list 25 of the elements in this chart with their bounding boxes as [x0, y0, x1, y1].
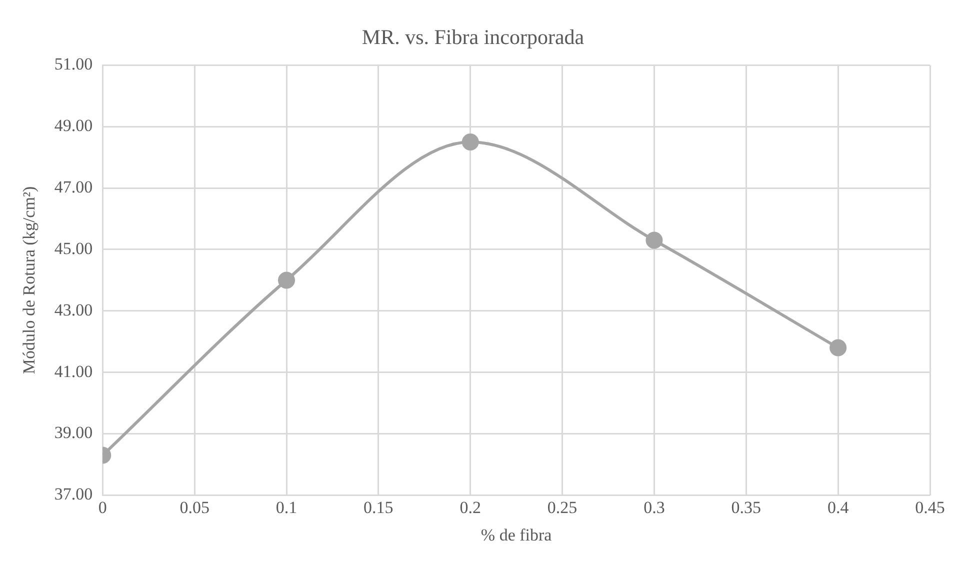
y-tick-label: 41.00	[54, 362, 93, 381]
chart-title: MR. vs. Fibra incorporada	[362, 25, 585, 50]
x-tick-label: 0	[98, 498, 107, 517]
point	[278, 272, 296, 289]
x-tick-label: 0.1	[276, 498, 298, 517]
x-tick-label: 0.35	[731, 498, 762, 517]
point	[830, 339, 847, 356]
x-tick-label: 0.15	[364, 498, 394, 517]
y-tick-label: 39.00	[54, 423, 93, 442]
x-tick-label: 0.4	[827, 498, 850, 517]
y-tick-label: 43.00	[54, 300, 93, 320]
y-tick-label: 49.00	[54, 116, 93, 136]
x-tick-label: 0.25	[547, 498, 578, 517]
y-axis-title: Módulo de Rotura (kg/cm²)	[20, 186, 39, 374]
x-axis-title: % de fibra	[480, 525, 552, 544]
x-tick-label: 0.2	[460, 498, 481, 517]
y-tick-label: 47.00	[54, 178, 93, 197]
y-tick-label: 51.00	[54, 54, 93, 74]
y-tick-label: 37.00	[54, 484, 93, 504]
x-tick-label: 0.05	[180, 498, 210, 517]
x-tick-label: 0.45	[915, 498, 945, 517]
point	[462, 133, 479, 150]
point	[646, 232, 663, 249]
x-tick-label: 0.3	[644, 498, 665, 517]
y-tick-label: 45.00	[54, 238, 93, 258]
